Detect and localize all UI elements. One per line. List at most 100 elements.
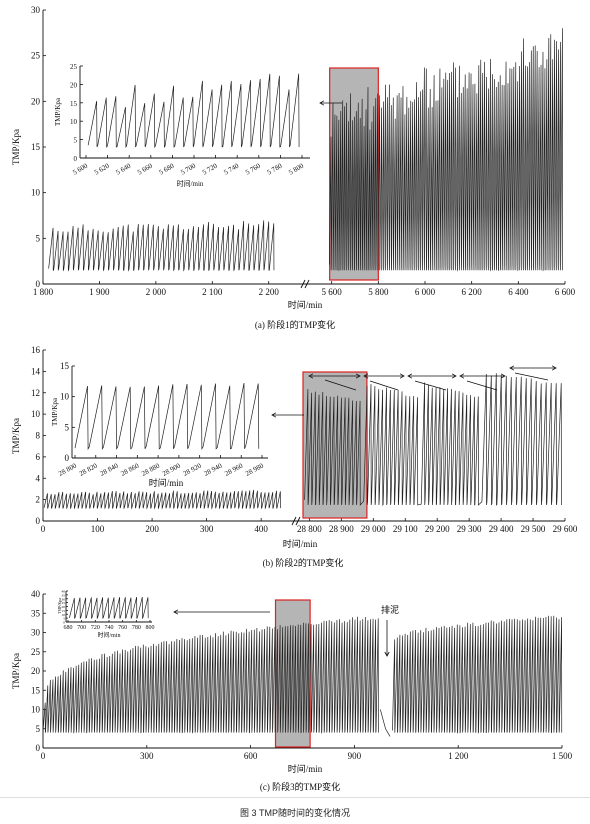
x-tick-label: 2 000: [146, 287, 167, 297]
x-tick-label: 600: [244, 751, 258, 761]
x-tick-label: 29 600: [553, 524, 578, 534]
figure-caption: 图 3 TMP随时间的变化情况: [239, 808, 350, 818]
arrow-head: [308, 373, 314, 379]
x-tick-label: 28 880: [140, 461, 161, 477]
inset-y-tick-label: 40: [62, 590, 66, 594]
x-axis-title: 时间/min: [288, 299, 323, 310]
y-tick-label: 20: [31, 666, 41, 676]
x-tick-label: 300: [140, 751, 154, 761]
x-tick-label: 5 800: [287, 162, 305, 177]
y-tick-label: 20: [70, 81, 78, 89]
arrow-head: [500, 373, 506, 379]
x-tick-label: 29 500: [521, 524, 546, 534]
arrow-head: [459, 373, 465, 379]
inset-x-tick-label: 800: [146, 625, 155, 631]
x-tick-label: 5 760: [244, 162, 262, 177]
x-tick-label: 5 740: [223, 162, 241, 177]
y-tick-label: 10: [60, 392, 70, 402]
decline-indicator: [369, 380, 399, 391]
y-axis-title: TMP/Kpa: [11, 129, 21, 165]
x-axis-title: 时间/min: [288, 763, 323, 774]
y-tick-label: 4: [36, 473, 41, 483]
series-line: [43, 489, 281, 510]
y-tick-label: 5: [65, 422, 70, 432]
x-tick-label: 1 900: [89, 287, 110, 297]
y-tick-label: 0: [36, 279, 41, 289]
arrow-head: [363, 373, 369, 379]
x-tick-label: 200: [145, 524, 159, 534]
x-tick-label: 5 600: [322, 287, 343, 297]
x-tick-label: 28 960: [223, 461, 244, 477]
inset-x-tick-label: 720: [91, 625, 100, 631]
y-tick-label: 0: [74, 155, 78, 163]
y-tick-label: 16: [31, 345, 41, 355]
x-tick-label: 2 200: [259, 287, 280, 297]
y-tick-label: 20: [31, 96, 41, 106]
inset-x-tick-label: 780: [132, 625, 141, 631]
x-tick-label: 900: [348, 751, 362, 761]
arrow-head: [399, 373, 405, 379]
y-tick-label: 30: [31, 628, 41, 638]
inset-y-tick-label: 5: [63, 617, 65, 621]
panel-caption: (b) 阶段2的TMP变化: [263, 557, 344, 568]
x-tick-label: 100: [91, 524, 105, 534]
x-tick-label: 1 200: [448, 751, 469, 761]
inset-x-tick-label: 760: [118, 625, 127, 631]
y-tick-label: 15: [70, 100, 78, 108]
x-tick-label: 28 800: [297, 524, 322, 534]
axis-break-mark: [295, 516, 301, 526]
x-tick-label: 6 600: [555, 287, 576, 297]
x-tick-label: 29 000: [361, 524, 386, 534]
x-tick-label: 5 700: [179, 162, 197, 177]
y-tick-label: 25: [70, 63, 78, 71]
arrow-head: [173, 609, 179, 615]
x-tick-label: 29 200: [425, 524, 450, 534]
y-tick-label: 10: [31, 705, 41, 715]
inset-y-axis-title: TMP/Kpa: [51, 397, 59, 426]
x-tick-label: 6 200: [462, 287, 483, 297]
series-line: [48, 220, 275, 272]
inset-x-tick-label: 740: [105, 625, 114, 631]
y-tick-label: 25: [31, 51, 41, 61]
arrow-head: [451, 373, 457, 379]
y-tick-label: 10: [31, 188, 41, 198]
x-tick-label: 28 900: [329, 524, 354, 534]
discharge-tail: [380, 709, 391, 737]
x-tick-label: 2 100: [202, 287, 223, 297]
inset-y-tick-label: 30: [62, 597, 66, 601]
annotation-label: 排泥: [381, 604, 399, 615]
inset-y-tick-label: 10: [62, 613, 66, 617]
x-tick-label: 28 840: [99, 461, 120, 477]
decline-indicator: [514, 372, 549, 381]
x-tick-label: 29 300: [457, 524, 482, 534]
x-tick-label: 400: [254, 524, 268, 534]
inset-x-tick-label: 680: [64, 625, 73, 631]
inset-x-tick-label: 700: [77, 625, 86, 631]
x-tick-label: 5 660: [136, 162, 154, 177]
inset-series-line: [69, 596, 149, 620]
inset-x-axis-title: 时间/min: [177, 179, 204, 188]
x-tick-label: 0: [41, 751, 46, 761]
x-tick-label: 28 920: [182, 461, 203, 477]
y-tick-label: 10: [31, 409, 41, 419]
x-tick-label: 28 800: [57, 461, 78, 477]
series-line: [42, 616, 379, 734]
x-tick-label: 1 800: [33, 287, 54, 297]
x-tick-label: 28 900: [161, 461, 182, 477]
y-tick-label: 5: [74, 137, 78, 145]
y-tick-label: 15: [31, 685, 41, 695]
y-tick-label: 0: [36, 516, 41, 526]
arrow-head: [384, 651, 390, 657]
x-tick-label: 5 800: [368, 287, 389, 297]
x-tick-label: 6 000: [415, 287, 436, 297]
x-tick-label: 5 600: [71, 162, 89, 177]
arrow-head: [407, 373, 413, 379]
x-tick-label: 5 780: [266, 162, 284, 177]
x-tick-label: 5 640: [115, 162, 133, 177]
y-tick-label: 25: [31, 647, 41, 657]
x-tick-label: 0: [41, 524, 46, 534]
inset-y-tick-label: 25: [62, 601, 66, 605]
y-tick-label: 15: [31, 142, 41, 152]
